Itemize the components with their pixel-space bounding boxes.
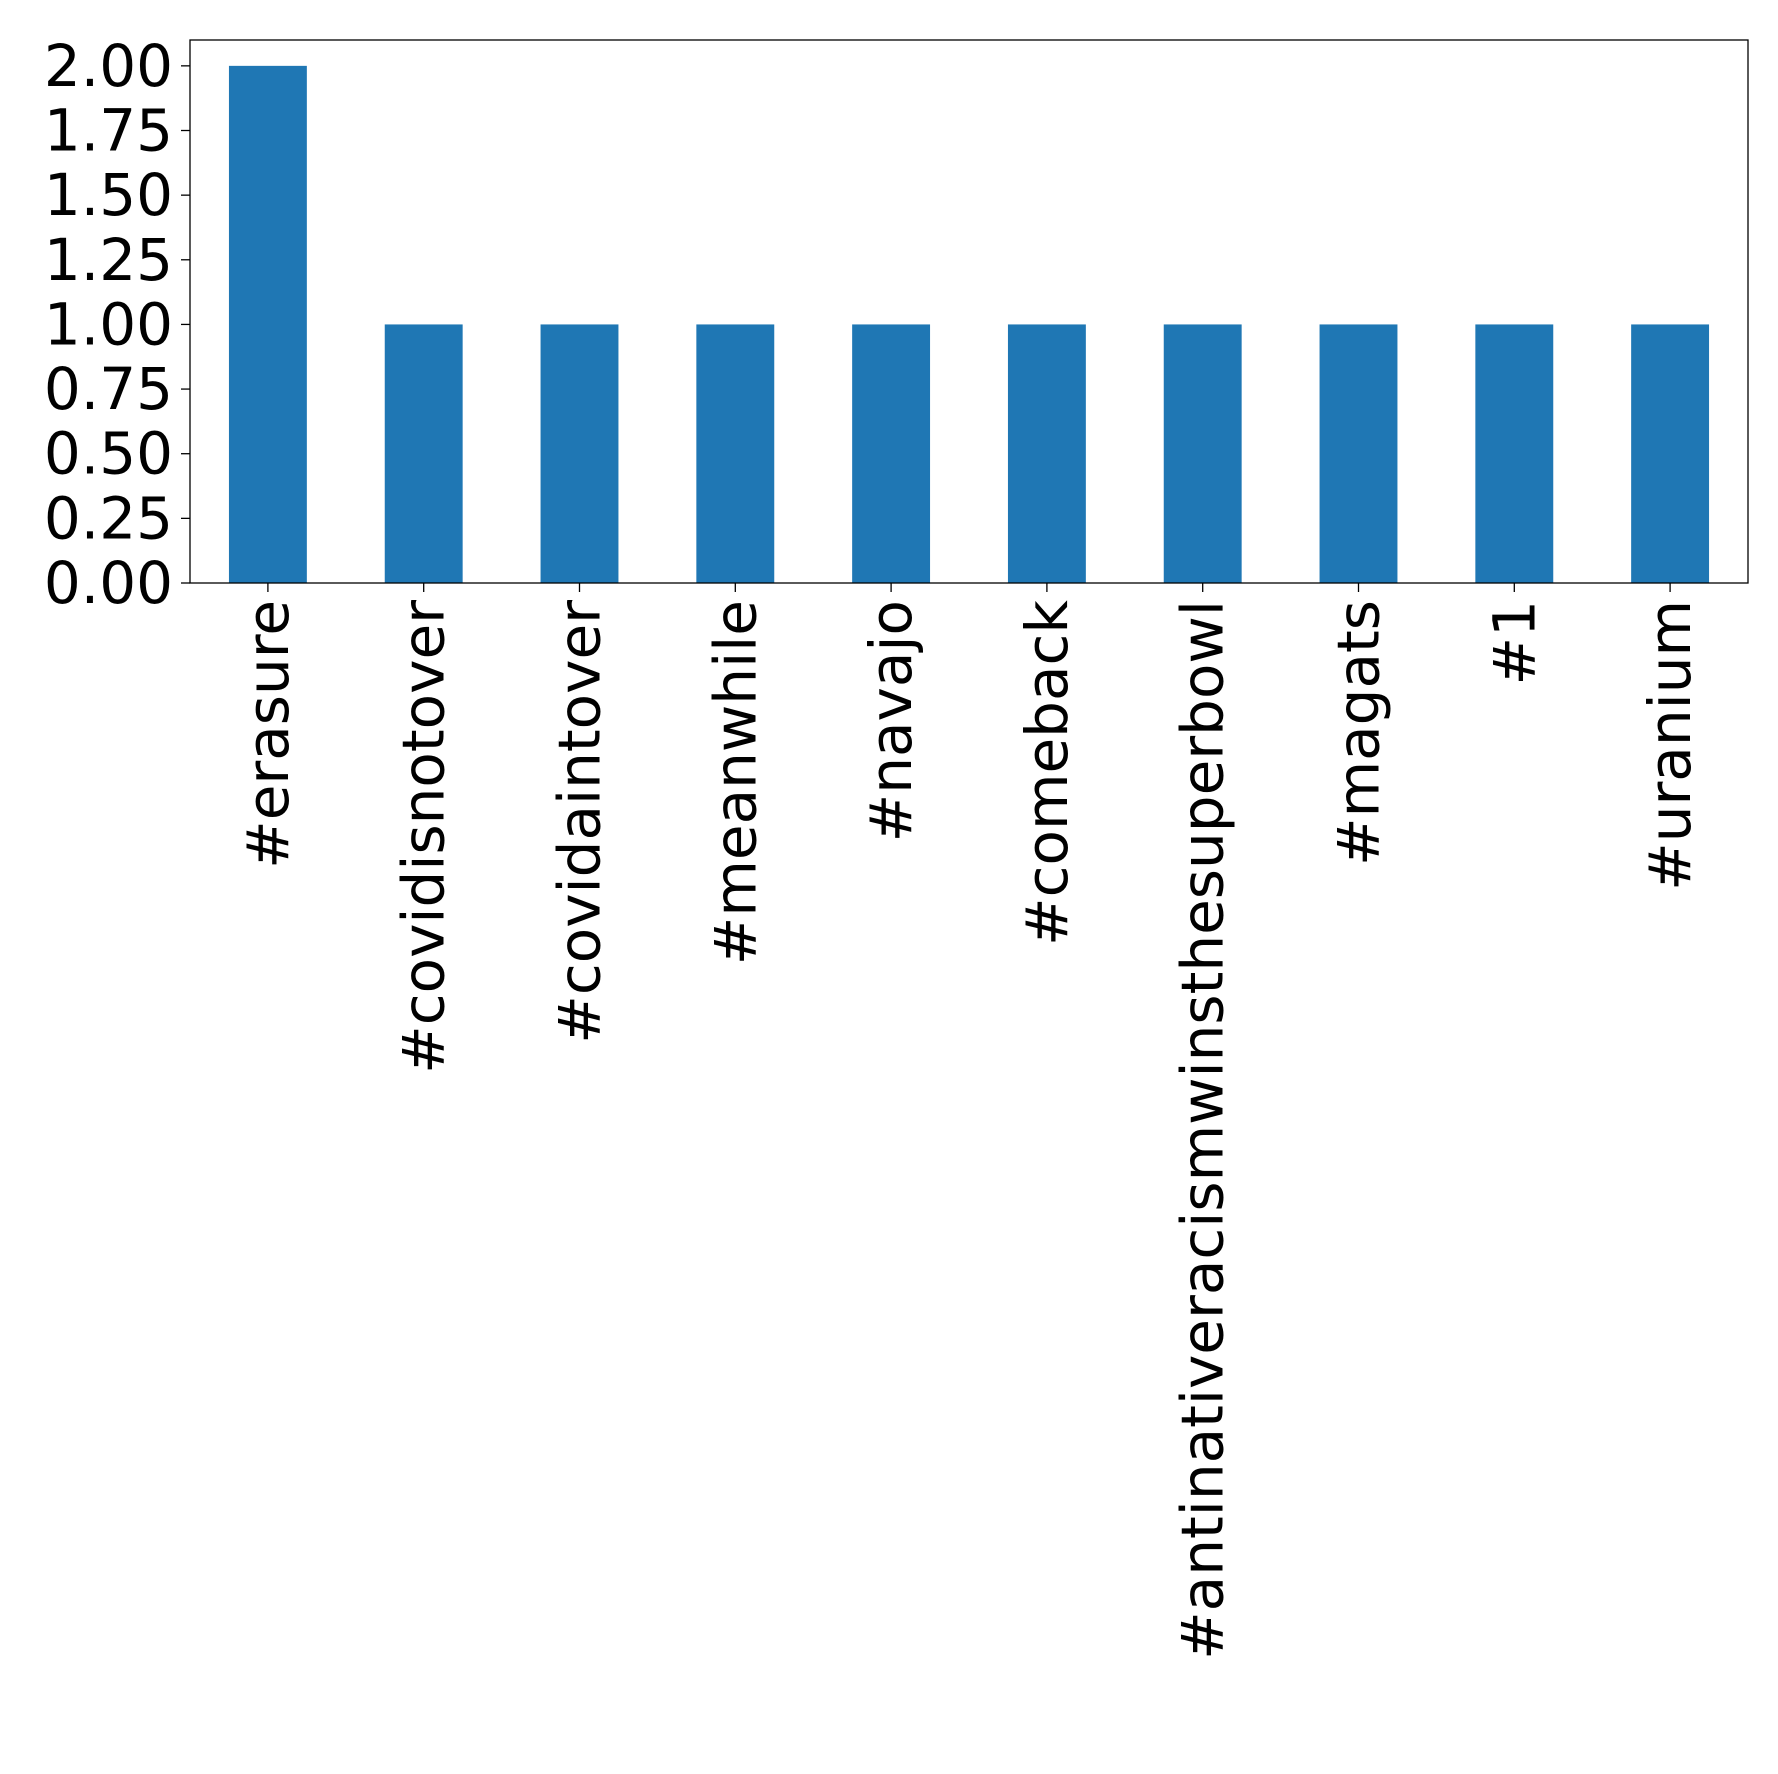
bar-7: [1319, 324, 1398, 583]
bar-4: [852, 324, 931, 583]
x-tick-label: #antinativeracismwinsthesuperbowl: [1169, 600, 1237, 1660]
bars-layer: [228, 65, 1710, 584]
x-tick-label: #uranium: [1636, 600, 1704, 891]
plot-area-frame: [189, 39, 1749, 584]
x-tick-label: #meanwhile: [701, 600, 769, 965]
x-tick-label: #comeback: [1013, 600, 1081, 946]
x-tick-label: #erasure: [234, 600, 302, 869]
y-tick-label: 1.50: [44, 161, 173, 229]
bar-6: [1163, 324, 1242, 583]
x-tick-label: #1: [1480, 600, 1548, 686]
x-axis: #erasure #covidisnotover #covidaintover #me…: [234, 583, 1704, 1660]
bar-2: [540, 324, 619, 583]
y-axis: 0.000.250.500.751.001.251.501.752.00: [44, 32, 190, 617]
y-tick-label: 1.00: [44, 290, 173, 358]
y-tick-label: 0.75: [44, 355, 173, 423]
y-tick-label: 1.75: [44, 97, 173, 165]
x-tick-label: #covidaintover: [546, 600, 614, 1044]
bar-9: [1631, 324, 1710, 583]
bar-3: [696, 324, 775, 583]
y-tick-label: 0.25: [44, 484, 173, 552]
x-tick-label: #covidisnotover: [390, 600, 458, 1074]
bar-8: [1475, 324, 1554, 583]
x-tick-label: #navajo: [857, 600, 925, 842]
y-tick-label: 1.25: [44, 226, 173, 294]
y-tick-label: 2.00: [44, 32, 173, 100]
bar-1: [384, 324, 463, 583]
y-tick-label: 0.50: [44, 420, 173, 488]
y-tick-label: 0.00: [44, 549, 173, 617]
x-tick-label: #magats: [1325, 600, 1393, 866]
bar-0: [228, 65, 307, 584]
bar-5: [1007, 324, 1086, 583]
